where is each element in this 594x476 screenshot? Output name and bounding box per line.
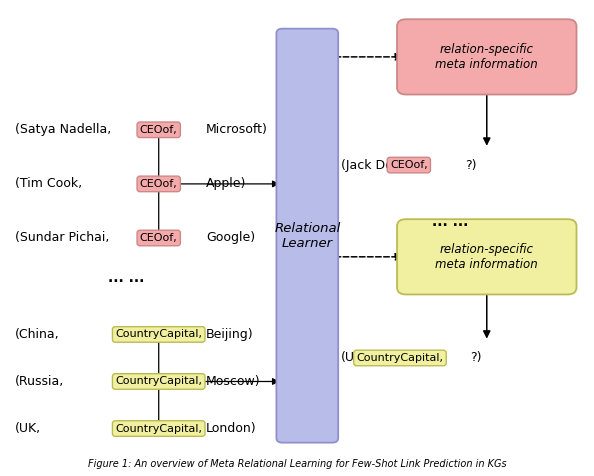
Text: Beijing): Beijing) [206, 328, 254, 341]
Text: CEOof,: CEOof, [140, 125, 178, 135]
Text: (Russia,: (Russia, [14, 375, 64, 388]
Text: ... ...: ... ... [432, 215, 468, 228]
FancyBboxPatch shape [276, 29, 338, 443]
FancyBboxPatch shape [397, 19, 577, 95]
Text: (UK,: (UK, [14, 422, 40, 435]
Text: (USA,: (USA, [341, 351, 376, 365]
Text: (Tim Cook,: (Tim Cook, [14, 178, 81, 190]
FancyBboxPatch shape [397, 219, 577, 295]
Text: Microsoft): Microsoft) [206, 123, 268, 136]
Text: (Jack Dorsey,: (Jack Dorsey, [341, 159, 424, 171]
Text: relation-specific
meta information: relation-specific meta information [435, 43, 538, 71]
Text: ?): ?) [465, 159, 476, 171]
Text: Moscow): Moscow) [206, 375, 260, 388]
Text: CEOof,: CEOof, [140, 179, 178, 189]
Text: relation-specific
meta information: relation-specific meta information [435, 243, 538, 271]
Text: CEOof,: CEOof, [390, 160, 428, 170]
Text: Google): Google) [206, 231, 255, 245]
Text: CountryCapital,: CountryCapital, [115, 424, 202, 434]
Text: (Sundar Pichai,: (Sundar Pichai, [14, 231, 109, 245]
Text: (Satya Nadella,: (Satya Nadella, [14, 123, 111, 136]
Text: CEOof,: CEOof, [140, 233, 178, 243]
Text: CountryCapital,: CountryCapital, [115, 377, 202, 387]
Text: London): London) [206, 422, 257, 435]
Text: Relational
Learner: Relational Learner [274, 222, 340, 249]
Text: ?): ?) [470, 351, 482, 365]
Text: ... ...: ... ... [108, 271, 144, 285]
Text: CountryCapital,: CountryCapital, [356, 353, 444, 363]
Text: (China,: (China, [14, 328, 59, 341]
Text: CountryCapital,: CountryCapital, [115, 329, 202, 339]
Text: Figure 1: An overview of Meta Relational Learning for Few-Shot Link Prediction i: Figure 1: An overview of Meta Relational… [88, 458, 506, 468]
Text: Apple): Apple) [206, 178, 246, 190]
